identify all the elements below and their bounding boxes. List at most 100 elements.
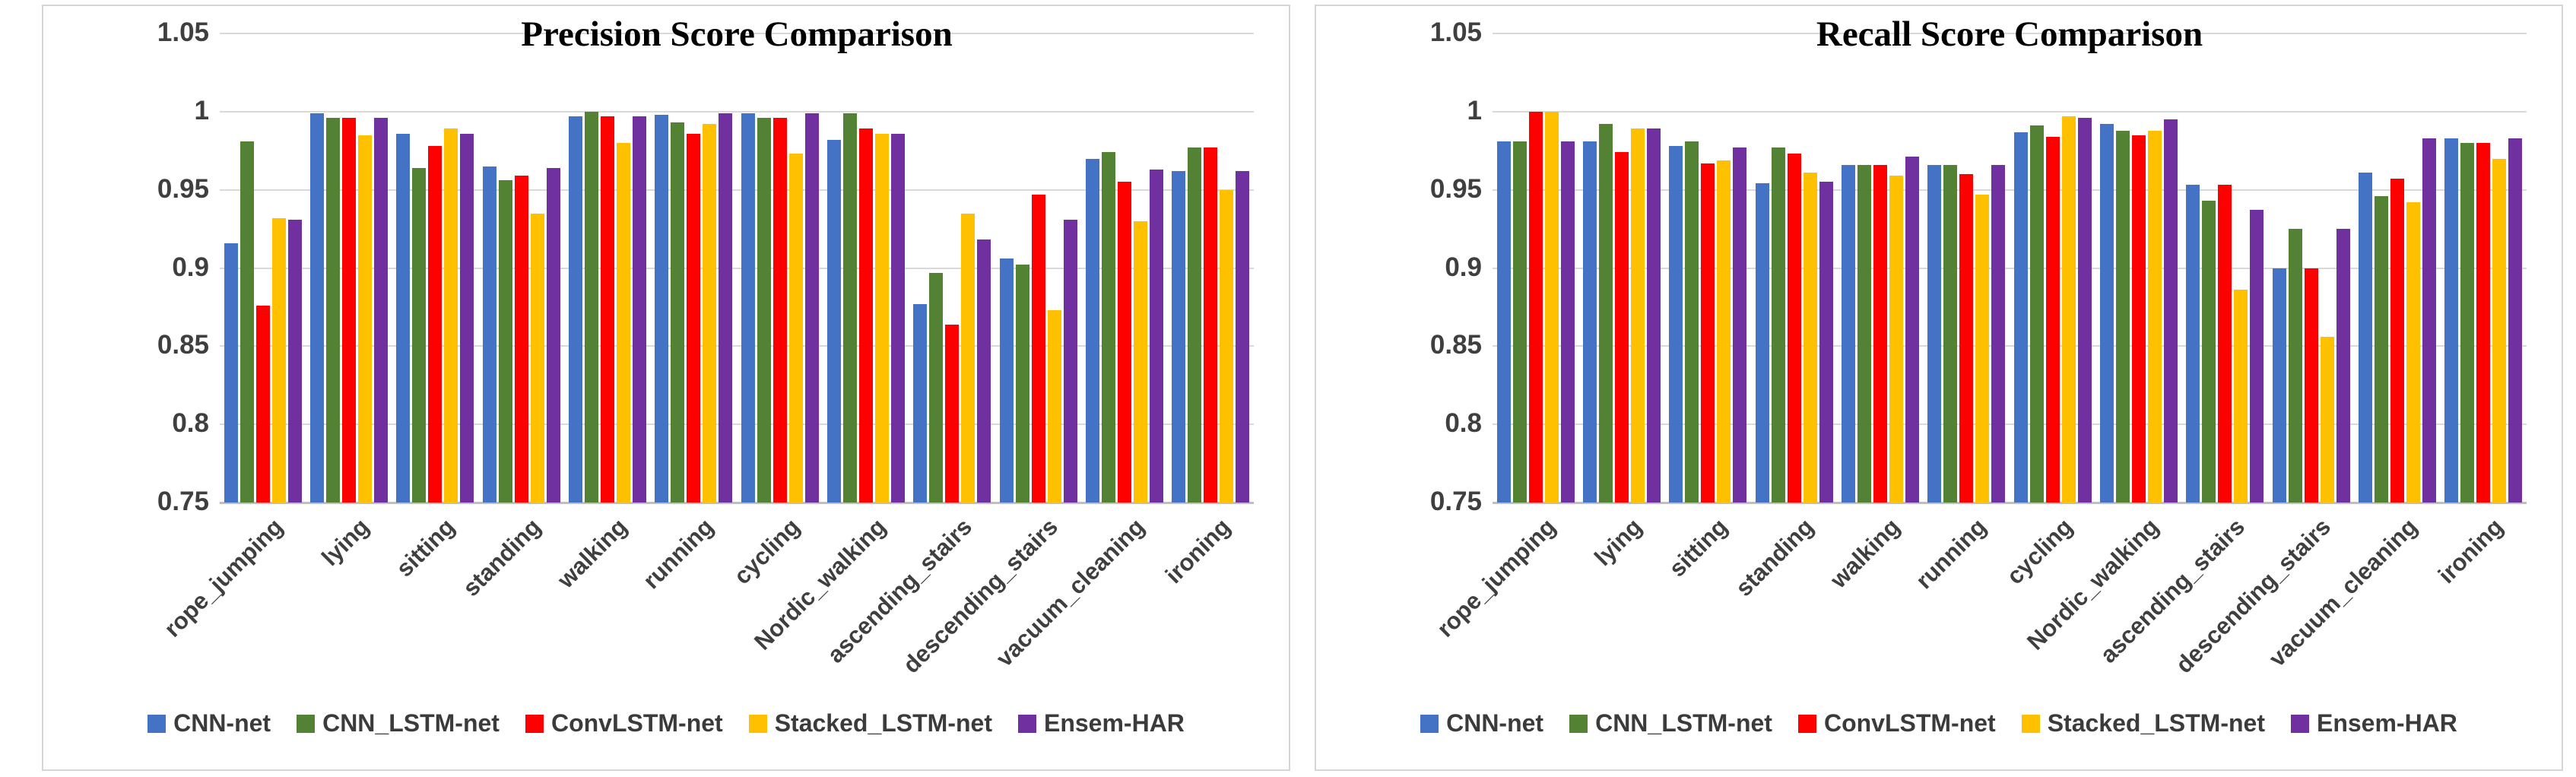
bar-ConvLSTM-net-ascending_stairs <box>945 324 960 503</box>
bar-ConvLSTM-net-Nordic_walking <box>2132 135 2146 503</box>
x-category-label: standing <box>458 513 547 602</box>
legend-swatch-icon <box>2021 714 2040 733</box>
bar-Stacked_LSTM-net-sitting <box>444 128 458 503</box>
gridline <box>220 345 1254 347</box>
y-tick-label: 0.9 <box>172 252 209 282</box>
gridline <box>220 110 1254 113</box>
bar-Stacked_LSTM-net-descending_stairs <box>2320 336 2334 503</box>
bar-CNN_LSTM-net-descending_stairs <box>2288 229 2302 503</box>
bar-Ensem-HAR-standing <box>546 167 560 503</box>
bar-CNN-net-running <box>655 114 669 503</box>
bar-CNN_LSTM-net-standing <box>498 180 512 503</box>
legend-swatch-icon <box>748 714 767 733</box>
bar-ConvLSTM-net-Nordic_walking <box>859 128 873 503</box>
x-axis-line <box>1493 502 2527 504</box>
bar-ConvLSTM-net-ascending_stairs <box>2218 185 2232 503</box>
legend-item-ConvLSTM-net: ConvLSTM-net <box>525 709 723 737</box>
legend-item-Stacked_LSTM-net: Stacked_LSTM-net <box>748 709 992 737</box>
bar-CNN-net-vacuum_cleaning <box>1086 158 1099 503</box>
bar-CNN_LSTM-net-vacuum_cleaning <box>1102 152 1115 503</box>
bar-CNN_LSTM-net-sitting <box>412 167 427 503</box>
bar-CNN_LSTM-net-walking <box>1857 164 1871 503</box>
bar-CNN_LSTM-net-lying <box>326 118 340 503</box>
legend-label: CNN-net <box>173 709 271 737</box>
y-tick-label: 0.8 <box>172 408 209 439</box>
bar-ConvLSTM-net-ironing <box>2476 142 2491 503</box>
bar-Stacked_LSTM-net-ascending_stairs <box>961 213 976 503</box>
legend-item-CNN_LSTM-net: CNN_LSTM-net <box>297 709 500 737</box>
bar-CNN-net-descending_stairs <box>999 258 1014 503</box>
y-tick-label: 0.85 <box>157 330 209 360</box>
bar-CNN-net-Nordic_walking <box>2100 124 2114 503</box>
legend: CNN-net CNN_LSTM-net ConvLSTM-net Stacked_L… <box>43 709 1289 737</box>
bar-Stacked_LSTM-net-sitting <box>1717 160 1731 503</box>
bar-CNN_LSTM-net-standing <box>1771 147 1785 503</box>
bar-CNN_LSTM-net-running <box>671 122 685 503</box>
bar-CNN_LSTM-net-descending_stairs <box>1015 265 1029 503</box>
bar-CNN_LSTM-net-vacuum_cleaning <box>2375 195 2388 503</box>
gridline <box>220 267 1254 269</box>
gridline <box>1493 33 2527 34</box>
bar-ConvLSTM-net-vacuum_cleaning <box>2390 179 2404 503</box>
legend-label: Ensem-HAR <box>2316 709 2457 737</box>
bar-ConvLSTM-net-running <box>687 133 701 503</box>
bar-CNN_LSTM-net-Nordic_walking <box>2116 130 2130 503</box>
bar-CNN-net-ascending_stairs <box>2186 185 2200 503</box>
bar-Ensem-HAR-vacuum_cleaning <box>1150 169 1163 503</box>
gridline <box>1493 267 2527 269</box>
bar-CNN-net-cycling <box>741 113 755 503</box>
bar-Ensem-HAR-ascending_stairs <box>2250 210 2264 503</box>
x-category-label: descending_stairs <box>2171 513 2336 679</box>
x-category-label: standing <box>1731 513 1819 602</box>
x-category-label: walking <box>1825 513 1905 594</box>
bar-CNN-net-sitting <box>396 133 411 503</box>
legend-label: ConvLSTM-net <box>1823 709 1996 737</box>
bar-Ensem-HAR-standing <box>1819 182 1833 503</box>
bar-CNN-net-ironing <box>2444 138 2459 503</box>
bar-CNN_LSTM-net-cycling <box>2029 125 2044 503</box>
bar-ConvLSTM-net-cycling <box>772 118 787 503</box>
bar-CNN-net-Nordic_walking <box>827 139 841 503</box>
legend-item-CNN-net: CNN-net <box>1420 709 1543 737</box>
bar-CNN-net-vacuum_cleaning <box>2359 173 2372 503</box>
bar-ConvLSTM-net-lying <box>1615 152 1629 503</box>
legend-swatch-icon <box>2290 714 2309 733</box>
x-category-label: running <box>1910 513 1992 595</box>
bar-CNN-net-walking <box>1842 164 1855 503</box>
precision-chart-panel: Precision Score Comparison CNN-net CNN_LS… <box>42 5 1290 771</box>
bar-Ensem-HAR-sitting <box>1733 147 1747 503</box>
bar-CNN-net-ascending_stairs <box>913 303 928 503</box>
bar-CNN_LSTM-net-ironing <box>2460 142 2475 503</box>
gridline <box>1493 423 2527 426</box>
bar-CNN_LSTM-net-cycling <box>757 118 771 503</box>
bar-Stacked_LSTM-net-Nordic_walking <box>875 133 889 503</box>
bar-CNN_LSTM-net-ironing <box>1188 147 1202 503</box>
bar-CNN-net-sitting <box>1669 146 1683 503</box>
x-category-label: running <box>637 513 719 595</box>
y-tick-label: 0.95 <box>1429 173 1482 204</box>
x-category-label: lying <box>316 513 374 571</box>
bar-Ensem-HAR-ironing <box>2508 138 2523 503</box>
bar-Ensem-HAR-Nordic_walking <box>891 133 905 503</box>
bar-CNN-net-lying <box>1583 141 1597 503</box>
x-axis-line <box>220 502 1254 504</box>
y-tick-label: 0.85 <box>1429 330 1482 360</box>
gridline <box>220 33 1254 34</box>
bar-Ensem-HAR-ascending_stairs <box>977 239 991 503</box>
legend-swatch-icon <box>297 714 316 733</box>
chart-title: Recall Score Comparison <box>1816 14 2203 54</box>
bar-Stacked_LSTM-net-ironing <box>1220 189 1234 503</box>
bar-ConvLSTM-net-lying <box>342 118 356 503</box>
x-category-label: lying <box>1588 513 1647 571</box>
bar-CNN-net-cycling <box>2013 132 2028 503</box>
bar-CNN-net-descending_stairs <box>2272 268 2286 503</box>
bar-ConvLSTM-net-standing <box>514 176 528 503</box>
y-tick-label: 1.05 <box>157 17 209 47</box>
bar-ConvLSTM-net-cycling <box>2045 136 2060 503</box>
x-category-label: sitting <box>391 513 461 582</box>
bar-Ensem-HAR-running <box>719 113 733 503</box>
legend-label: Stacked_LSTM-net <box>774 709 992 737</box>
y-tick-label: 1 <box>194 95 209 125</box>
bar-Ensem-HAR-walking <box>1905 157 1919 503</box>
legend-item-ConvLSTM-net: ConvLSTM-net <box>1797 709 1996 737</box>
